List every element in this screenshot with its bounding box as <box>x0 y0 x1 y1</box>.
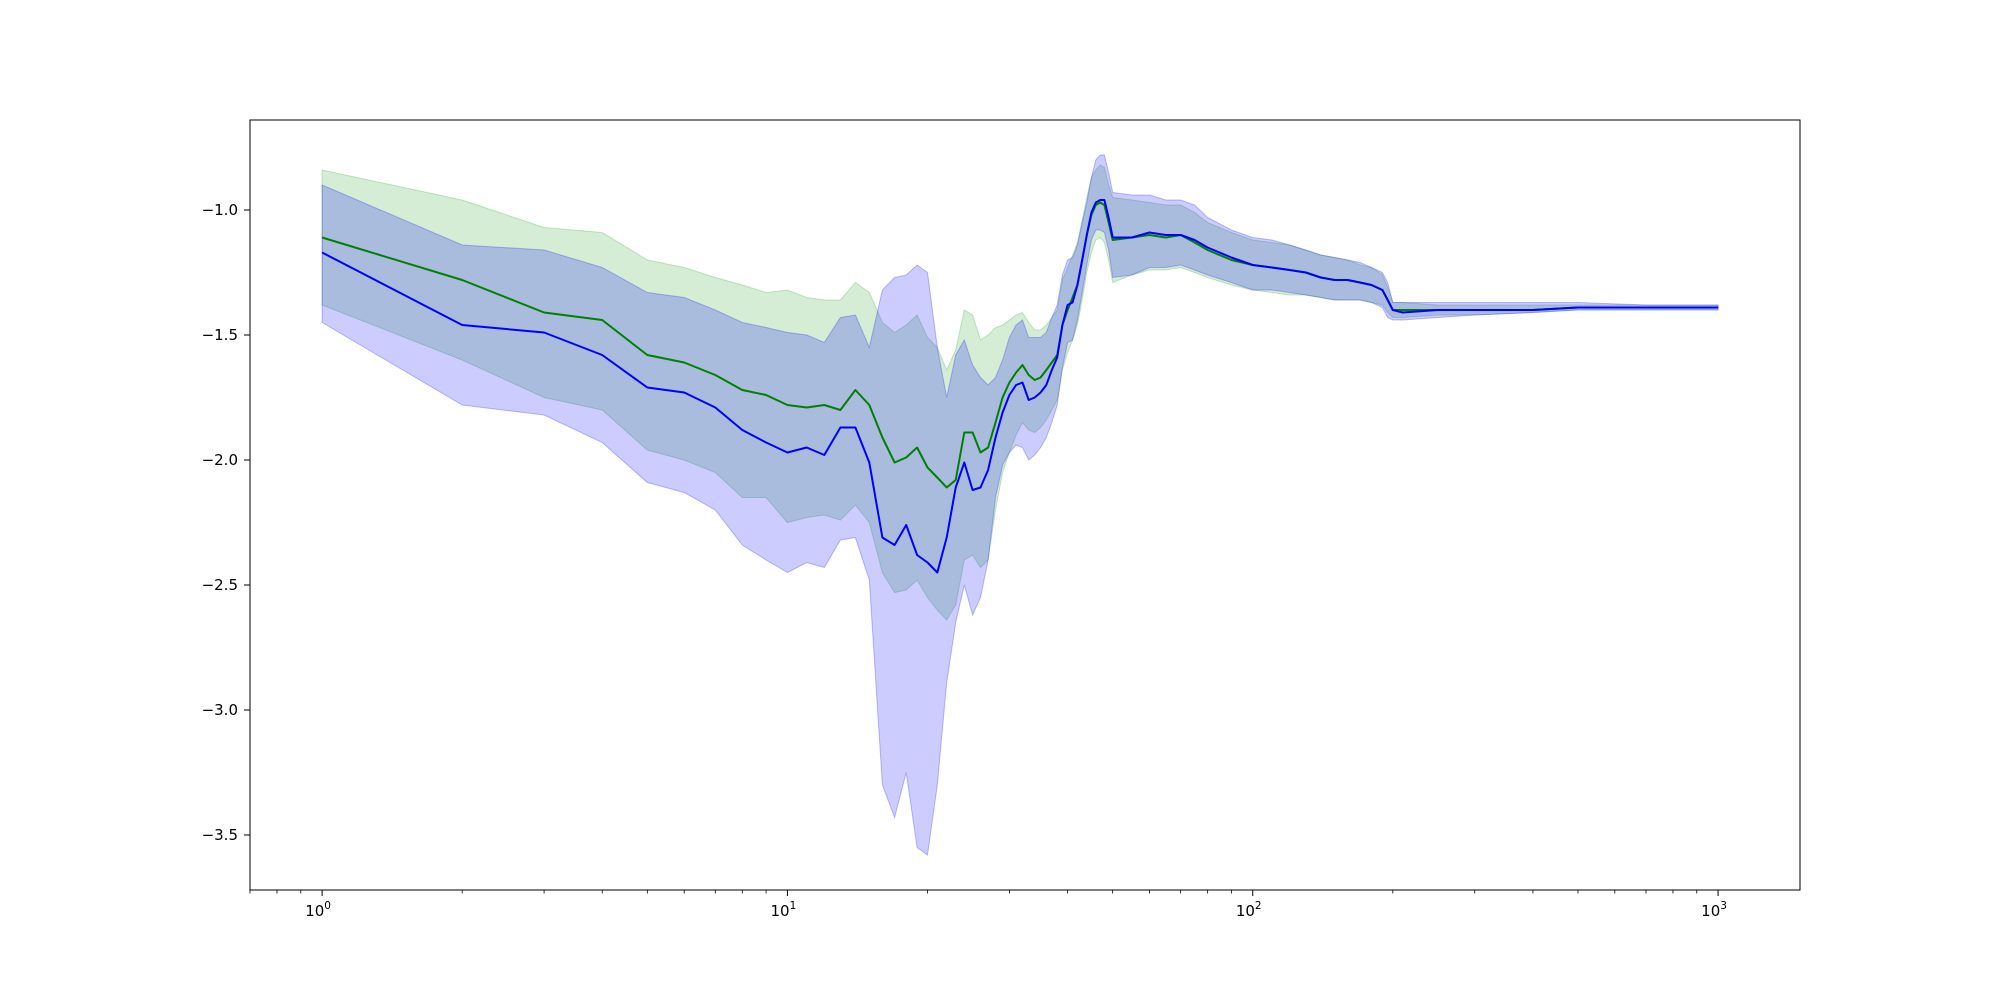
x-axis: 100 101 102 103 <box>249 890 1727 920</box>
y-tick-label: −2.5 <box>202 576 238 594</box>
y-tick-label: −2.0 <box>202 451 238 469</box>
x-tick-label: 103 <box>1701 900 1727 920</box>
confidence-band-1 <box>321 164 1719 621</box>
confidence-band-2 <box>321 154 1719 856</box>
y-tick-label: −1.5 <box>202 326 238 344</box>
y-tick-label: −3.0 <box>202 701 238 719</box>
x-tick-label: 102 <box>1236 900 1262 920</box>
x-tick-label: 101 <box>771 900 797 920</box>
y-tick-label: −1.0 <box>202 201 238 219</box>
x-tick-label: 100 <box>305 900 331 920</box>
series-line-2 <box>321 199 1719 574</box>
y-axis: −1.0 −1.5 −2.0 −2.5 −3.0 −3.5 <box>202 201 250 844</box>
plot-frame <box>249 119 1801 891</box>
y-tick-label: −3.5 <box>202 826 238 844</box>
confidence-bands <box>321 154 1719 856</box>
series-lines <box>321 199 1719 574</box>
